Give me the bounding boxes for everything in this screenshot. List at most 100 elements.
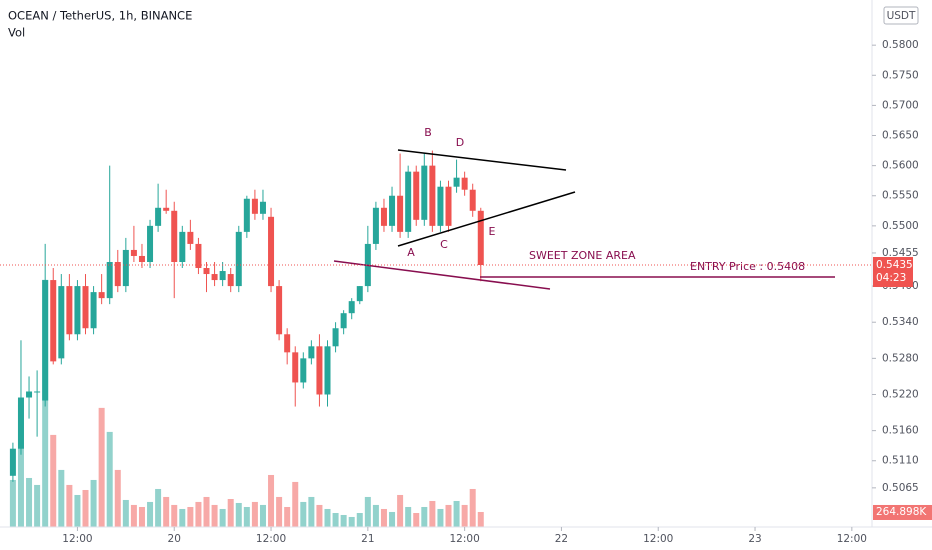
candle-body: [17, 397, 24, 449]
candle-body: [284, 334, 291, 353]
candle-body: [429, 165, 436, 226]
candle-body: [106, 261, 113, 299]
volume-bar: [179, 508, 186, 527]
candle-body: [179, 231, 186, 262]
candle-body: [82, 286, 89, 329]
x-tick-label: 12:00: [450, 533, 480, 545]
volume-label: 264.898K: [876, 506, 927, 518]
y-tick-label: 0.5550: [882, 190, 919, 202]
annotation: SWEET ZONE AREA: [529, 249, 636, 262]
volume-bar: [171, 504, 178, 527]
volume-bar: [356, 513, 363, 527]
x-tick-label: 21: [361, 533, 374, 545]
volume-bar: [163, 496, 170, 527]
candle-body: [469, 189, 476, 211]
volume-bar: [114, 469, 121, 527]
volume-bar: [90, 479, 97, 527]
x-tick-label: 23: [748, 533, 761, 545]
zone-line: [333, 260, 551, 290]
volume-bar: [324, 508, 331, 527]
chart-title: OCEAN / TetherUS, 1h, BINANCE: [8, 9, 192, 23]
annotation: B: [424, 126, 432, 139]
volume-bar: [292, 481, 299, 527]
candle-body: [163, 207, 170, 211]
volume-bar: [235, 502, 242, 527]
y-tick-label: 0.5650: [882, 130, 919, 142]
candle-body: [461, 177, 468, 190]
volume-bar: [155, 488, 162, 527]
volume-bar: [211, 504, 218, 527]
volume-bar: [413, 513, 420, 527]
volume-bar: [9, 479, 16, 527]
y-tick-label: 0.5220: [882, 388, 919, 400]
candle-body: [66, 286, 73, 335]
volume-bar: [437, 508, 444, 527]
y-tick-label: 0.5340: [882, 316, 919, 328]
currency-badge[interactable]: [883, 6, 919, 25]
volume-bar: [98, 407, 105, 527]
candle-body: [380, 207, 387, 226]
candle-body: [219, 271, 226, 281]
candle-body: [74, 286, 81, 335]
candle-body: [155, 207, 162, 226]
candle-body: [187, 231, 194, 244]
candle-body: [58, 286, 65, 359]
annotation: E: [489, 225, 496, 238]
volume-bar: [340, 514, 347, 527]
candle-body: [324, 346, 331, 395]
candle-body: [138, 255, 145, 262]
volume-bar: [461, 504, 468, 527]
x-tick-label: 12:00: [643, 533, 673, 545]
y-tick-label: 0.5750: [882, 69, 919, 81]
volume-bar: [203, 496, 210, 527]
volume-bar: [219, 508, 226, 527]
y-tick-label: 0.5600: [882, 160, 919, 172]
trend-line: [397, 191, 576, 247]
volume-bar: [195, 501, 202, 527]
candle-body: [211, 274, 218, 281]
volume-bar: [405, 506, 412, 527]
candle-body: [171, 210, 178, 262]
candle-body: [356, 286, 363, 302]
volume-bar: [251, 501, 258, 527]
candle-body: [259, 201, 266, 214]
trend-line: [397, 149, 567, 171]
volume-title: Vol: [8, 26, 25, 40]
volume-bar: [243, 506, 250, 527]
candle-body: [98, 292, 105, 299]
candle-body: [203, 268, 210, 275]
volume-bar: [477, 511, 484, 527]
candle-body: [276, 286, 283, 335]
last-price-badge: [873, 257, 913, 288]
candle-body: [453, 177, 460, 187]
candle-body: [42, 280, 49, 401]
x-tick-label: 12:00: [62, 533, 92, 545]
annotation: ENTRY Price : 0.5408: [690, 260, 805, 273]
volume-bar: [445, 504, 452, 527]
y-tick-label: 0.5800: [882, 39, 919, 51]
candle-body: [130, 249, 137, 256]
volume-bar: [122, 499, 129, 527]
volume-bar: [259, 504, 266, 527]
candle-body: [292, 352, 299, 383]
candle-body: [445, 186, 452, 226]
y-tick-label: 0.5065: [882, 482, 919, 494]
volume-bar: [316, 504, 323, 527]
candle-body: [437, 186, 444, 226]
volume-bar: [421, 506, 428, 527]
candle-body: [413, 171, 420, 220]
candle-body: [9, 448, 16, 476]
volume-bar: [106, 431, 113, 527]
candle-body: [268, 216, 275, 287]
y-tick-label: 0.5500: [882, 220, 919, 232]
y-tick-label: 0.5455: [882, 247, 919, 259]
candle-body: [340, 313, 347, 329]
candle-body: [405, 171, 412, 232]
y-tick-label: 0.5700: [882, 99, 919, 111]
currency: USDT: [887, 10, 916, 22]
candle-body: [421, 165, 428, 220]
volume-bar: [17, 404, 24, 527]
candle-body: [114, 261, 121, 287]
candle-body: [227, 274, 234, 287]
